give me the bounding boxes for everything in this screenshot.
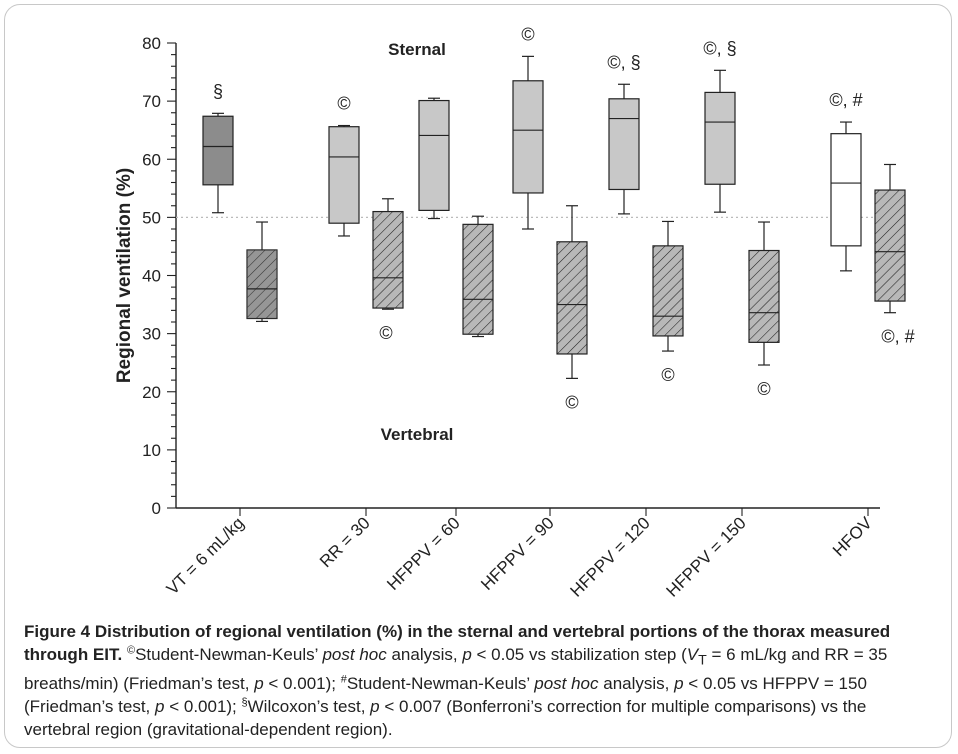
sternal-box-4 (608, 83, 640, 215)
y-tick-label: 80 (142, 34, 161, 53)
caption-symbol-copyright: © (126, 644, 136, 657)
box-iqr (830, 133, 862, 247)
y-tick-label: 40 (142, 267, 161, 286)
figure-caption: Figure 4 Distribution of regional ventil… (24, 620, 936, 741)
caption-text: Student-Newman-Keuls’ (135, 645, 323, 664)
region-label-vertebral: Vertebral (381, 425, 454, 444)
y-tick-label: 50 (142, 208, 161, 227)
box-iqr (418, 99, 450, 211)
x-tick-label: HFPPV = 120 (567, 513, 654, 600)
significance-annotation: ©, § (703, 38, 736, 58)
sternal-box-1 (328, 124, 360, 237)
x-tick-label: HFPPV = 60 (383, 513, 464, 594)
significance-annotation: © (379, 323, 392, 343)
caption-text: < 0.007 (Bonferroni’s correction for mul… (24, 697, 867, 740)
vertebral-box-4 (652, 220, 684, 352)
significance-annotation: ©, # (881, 327, 914, 347)
box-iqr (372, 210, 404, 309)
vertebral-box-3 (556, 205, 588, 379)
x-tick-label: HFPPV = 90 (477, 513, 558, 594)
caption-italic: post hoc (534, 674, 599, 694)
box-iqr (704, 91, 736, 185)
significance-annotation: © (337, 94, 350, 114)
sternal-box-3 (512, 55, 544, 230)
box-iqr (202, 115, 234, 186)
box-iqr (328, 126, 360, 224)
caption-symbol-section: § (241, 696, 248, 709)
y-tick-label: 30 (142, 325, 161, 344)
vertebral-box-2 (462, 215, 494, 338)
sternal-box-6 (830, 121, 862, 272)
caption-symbol-hash: # (340, 673, 347, 686)
box-iqr (462, 223, 494, 335)
vertebral-box-5 (748, 221, 780, 366)
x-tick-label: RR = 30 (316, 513, 374, 571)
y-tick-label: 10 (142, 441, 161, 460)
caption-italic: p (155, 697, 165, 717)
x-tick-label: HFPPV = 150 (663, 513, 750, 600)
significance-annotation: © (661, 365, 674, 385)
significance-annotation: © (565, 392, 578, 412)
vertebral-box-6 (874, 163, 906, 314)
vertebral-box-1 (372, 198, 404, 310)
y-tick-label: 70 (142, 92, 161, 111)
significance-annotation: § (213, 81, 223, 101)
caption-text: < 0.05 vs HFPPV = 150 (Friedman’s test, (24, 674, 867, 717)
caption-text: < 0.05 vs stabilization step ( (471, 645, 687, 664)
y-tick-label: 60 (142, 150, 161, 169)
caption-text: Wilcoxon’s test, (247, 697, 371, 717)
box-iqr (652, 245, 684, 337)
box-iqr (556, 241, 588, 355)
y-tick-label: 20 (142, 383, 161, 402)
caption-text: < 0.001); (263, 674, 341, 694)
caption-italic: V (686, 645, 699, 664)
sternal-box-0 (202, 112, 234, 214)
caption-italic: p (674, 674, 684, 694)
caption-text: Student-Newman-Keuls’ (346, 674, 535, 694)
caption-text: analysis, (598, 674, 675, 694)
box-iqr (874, 189, 906, 302)
x-tick-label: VT = 6 mL/kg (163, 513, 248, 598)
box-shade (247, 249, 277, 319)
y-tick-label: 0 (152, 499, 161, 518)
caption-title: Figure 4 Distribution of regional ventil… (24, 622, 891, 664)
sternal-box-5 (704, 69, 736, 213)
significance-annotation: ©, # (829, 90, 862, 110)
significance-annotation: © (757, 379, 770, 399)
y-axis-title: Regional ventilation (%) (114, 168, 135, 383)
region-label-sternal: Sternal (388, 40, 446, 59)
caption-text: = 6 mL/kg and RR = 35 breaths/min) (Frie… (24, 645, 888, 694)
significance-annotation: © (521, 24, 534, 44)
x-tick-label: HFOV (829, 513, 876, 560)
caption-italic: p (370, 697, 380, 717)
vertebral-box-0 (246, 221, 278, 323)
significance-annotation: ©, § (607, 52, 640, 72)
box-iqr (608, 98, 640, 191)
boxplot-chart: 0 10 20 30 40 50 60 70 80 Regional ventilation (%… (114, 24, 915, 600)
box-iqr (748, 249, 780, 343)
caption-italic: p (462, 645, 472, 664)
figure-frame (4, 4, 952, 748)
caption-italic: p (254, 674, 264, 694)
caption-text: analysis, (386, 645, 463, 664)
caption-subscript: T (698, 652, 707, 669)
caption-italic: post hoc (322, 645, 387, 664)
caption-text: < 0.001); (164, 697, 242, 717)
sternal-box-2 (418, 97, 450, 220)
box-iqr (512, 80, 544, 194)
box-iqr (246, 249, 278, 320)
